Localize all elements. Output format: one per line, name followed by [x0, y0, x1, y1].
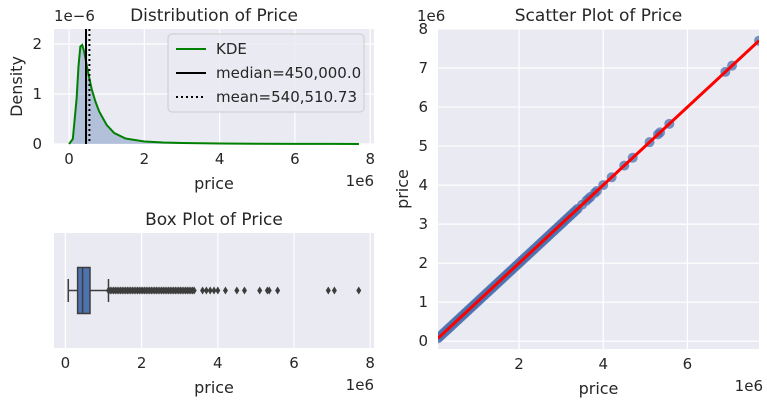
boxplot-outlier	[331, 286, 337, 295]
distribution-x-tick-label: 6	[290, 150, 300, 168]
boxplot-outlier	[191, 286, 197, 295]
boxplot-x-tick-label: 0	[61, 354, 71, 372]
scatter-y-tick-label: 1	[418, 293, 428, 311]
boxplot-outlier	[266, 286, 272, 295]
boxplot-box	[76, 266, 91, 315]
scatter-marks	[438, 35, 759, 344]
boxplot-outlier	[275, 286, 281, 295]
scatter-x-tick-label: 2	[514, 355, 524, 373]
distribution-x-label: price	[194, 174, 234, 193]
scatter-y-tick-label: 0	[418, 332, 428, 350]
regression-line	[438, 39, 759, 340]
scatter-y-tick-label: 6	[418, 98, 428, 116]
boxplot-marks	[67, 266, 362, 315]
scatter-title: Scatter Plot of Price	[515, 6, 682, 26]
boxplot-outlier	[215, 286, 221, 295]
distribution-y-tick-label: 2	[32, 35, 42, 53]
boxplot-ticks: 0 2 4 6 8	[61, 354, 375, 372]
boxplot-outlier	[356, 286, 362, 295]
distribution-y-tick-label: 0	[32, 135, 42, 153]
kde-line	[68, 43, 359, 145]
boxplot-x-tick-label: 2	[137, 354, 147, 372]
boxplot-panel: 0 2 4 6 8 Box Plot of Price price 1e6	[54, 210, 375, 397]
scatter-panel: 2 4 6 0 1 2 3 4 5 6 7 8 Scatter Plot of Price price…	[393, 6, 763, 398]
scatter-y-tick-label: 2	[418, 254, 428, 272]
legend-mean-label: mean=540,510.73	[216, 88, 357, 106]
legend-kde-label: KDE	[216, 40, 247, 58]
boxplot-x-tick-label: 8	[365, 354, 375, 372]
scatter-y-tick-label: 3	[418, 215, 428, 233]
distribution-y-offset: 1e−6	[54, 7, 95, 25]
distribution-histogram-area	[69, 45, 359, 144]
scatter-y-label: price	[393, 169, 412, 209]
boxplot-x-offset: 1e6	[346, 376, 374, 394]
boxplot-outlier	[200, 286, 206, 295]
boxplot-outlier	[203, 286, 209, 295]
boxplot-title: Box Plot of Price	[145, 210, 283, 230]
scatter-x-offset: 1e6	[735, 377, 763, 395]
boxplot-x-tick-label: 6	[289, 354, 299, 372]
boxplot-outlier	[325, 286, 331, 295]
distribution-y-label: Density	[7, 56, 26, 117]
distribution-panel: 0 2 4 6 8 0 1 2 Distribution of Price price Den…	[7, 6, 375, 193]
scatter-ticks: 2 4 6 0 1 2 3 4 5 6 7 8	[418, 20, 692, 373]
scatter-y-offset: 1e6	[417, 7, 445, 25]
distribution-y-tick-label: 1	[32, 85, 42, 103]
scatter-y-tick-label: 5	[418, 137, 428, 155]
scatter-x-label: price	[579, 379, 619, 398]
distribution-x-tick-label: 2	[140, 150, 150, 168]
boxplot-outlier	[211, 286, 217, 295]
boxplot-outlier	[234, 286, 240, 295]
boxplot-x-label: price	[194, 378, 234, 397]
distribution-legend: KDE median=450,000.0 mean=540,510.73	[167, 33, 365, 113]
boxplot-x-tick-label: 4	[213, 354, 223, 372]
scatter-grid	[438, 28, 759, 349]
scatter-y-tick-label: 8	[418, 20, 428, 38]
boxplot-outlier	[241, 286, 247, 295]
scatter-x-tick-label: 4	[598, 355, 608, 373]
distribution-x-tick-label: 0	[64, 150, 74, 168]
boxplot-outlier	[207, 286, 213, 295]
boxplot-outlier	[222, 286, 228, 295]
distribution-x-offset: 1e6	[346, 172, 374, 190]
scatter-y-tick-label: 7	[418, 59, 428, 77]
boxplot-outlier	[257, 286, 263, 295]
distribution-x-tick-label: 4	[215, 150, 225, 168]
distribution-x-tick-label: 8	[365, 150, 375, 168]
distribution-ticks: 0 2 4 6 8 0 1 2	[32, 35, 375, 168]
scatter-x-tick-label: 6	[683, 355, 693, 373]
legend-median-label: median=450,000.0	[216, 64, 361, 82]
distribution-marks	[68, 29, 359, 145]
legend-box	[167, 33, 365, 113]
scatter-y-tick-label: 4	[418, 176, 428, 194]
distribution-title: Distribution of Price	[130, 6, 298, 26]
